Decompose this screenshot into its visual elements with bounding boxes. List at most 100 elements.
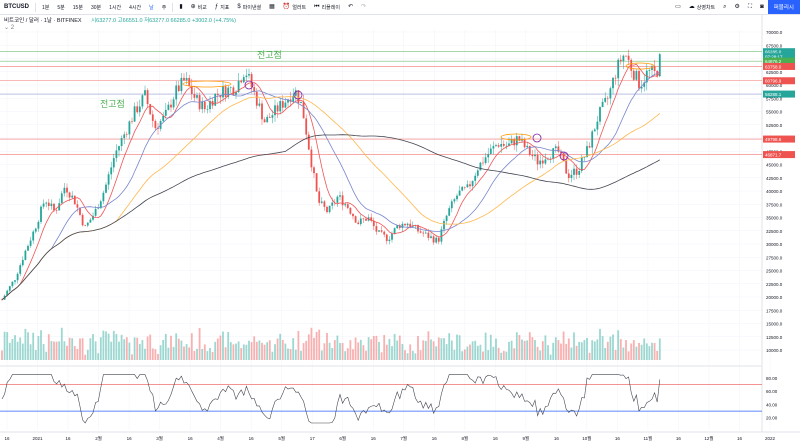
candle-body [63,187,66,194]
candle-body [281,101,284,108]
layout-select-button[interactable]: ▭ [671,4,685,10]
volume-bar [450,340,453,360]
compare-button[interactable]: ⊕ 비교 [187,4,211,11]
volume-bar [242,344,245,360]
candle-body [388,239,391,242]
interval-day[interactable]: 날 [149,4,154,11]
candle-body [284,102,287,108]
volume-bar [367,337,370,360]
volume-bar [250,342,253,360]
undo-button[interactable]: ↶ [344,4,357,10]
candle-body [50,203,53,207]
candles[interactable] [1,49,661,301]
interval-30m[interactable]: 30분 [90,4,102,11]
candle-body [219,95,222,98]
indicator-legend-toggle[interactable]: ⌄ 2 [4,24,14,31]
candle-body [357,222,360,225]
volume-bar [219,335,222,360]
save-button[interactable]: ☁ 상영차트 [685,4,719,11]
candle-body [149,104,152,115]
fullscreen-button[interactable]: ⛶ [744,4,756,10]
volume-bar [414,353,417,360]
price-label-text: 60796.9 [765,79,782,84]
volume-bar [435,346,438,360]
interval-5m[interactable]: 5분 [57,4,65,11]
replay-label: 리플레이 [321,4,340,11]
candle-style-button[interactable]: ▮ [175,4,186,10]
volume-bar [34,350,37,360]
symbol-search[interactable]: BTCUSD [4,4,29,10]
interval-1h[interactable]: 1시간 [109,4,122,11]
rsi-line [1,374,661,424]
candle-body [448,208,451,216]
interval-4h[interactable]: 4시간 [129,4,142,11]
rsi-pane [0,374,762,424]
volume-bar [53,341,55,360]
candle-body [175,85,178,100]
candle-body [495,145,497,147]
rsi-tick-label: 60.00 [766,389,778,394]
candle-body [450,201,453,209]
candle-body [302,101,305,119]
candle-body [255,91,258,106]
publish-button[interactable]: 퍼블리시 [767,0,800,14]
candle-body [315,173,318,192]
candle-body [151,114,154,121]
volume-bar [557,340,560,360]
candle-body [427,232,430,238]
volume-bar [461,351,464,360]
candle-body [300,101,302,104]
price-tick-label: 62500.0 [766,70,783,75]
replay-button[interactable]: ⏮ 리플레이 [310,4,344,11]
candle-body [362,218,365,220]
ma-line-fast [1,63,661,301]
candle-body [443,220,445,230]
volume-bar [339,342,341,360]
financials-button[interactable]: $ 파이낸셜 [233,4,265,11]
candle-body [235,92,237,95]
ma-line-long [1,134,661,301]
volume-bar [94,341,97,360]
volume-bar [313,337,315,360]
candle-body [86,222,89,226]
layout-button[interactable]: ▦ [265,4,279,10]
candle-body [422,232,425,234]
candle-body [437,237,440,242]
price-label-text: 58288.1 [765,92,782,97]
candle-body [203,101,206,110]
settings-button[interactable]: ⚙ [731,4,744,10]
volume-bar [396,340,399,360]
candle-body [552,148,555,159]
interval-week[interactable]: 주 [161,4,167,11]
search-button[interactable]: ⌕ [719,4,730,10]
indicators-button[interactable]: ƒ 지표 [211,4,234,11]
volume-bar [3,331,6,360]
volume-bar [331,348,334,360]
interval-1m[interactable]: 1분 [42,4,50,11]
volume-bar [653,343,656,360]
volume-bar [245,344,248,360]
save-label: 상영차트 [696,4,716,11]
volume-bar [276,338,279,360]
redo-button[interactable]: ↷ [357,4,370,10]
volume-bar [378,341,380,360]
candle-body [32,231,35,241]
compare-label: 비교 [197,4,207,11]
candle-body [27,245,29,251]
volume-bar [50,341,53,360]
candle-body [196,95,198,98]
price-tick-label: 52500.0 [766,123,783,128]
candle-body [505,145,508,147]
candle-body [211,101,214,106]
candle-body [609,88,612,99]
price-tick-label: 27500.0 [766,255,783,260]
alert-button[interactable]: ⏰ 얼러트 [279,4,310,11]
interval-15m[interactable]: 15분 [72,4,83,11]
candle-body [216,93,219,96]
snapshot-button[interactable]: ◙ [756,4,768,10]
candle-body [622,55,625,62]
candle-body [411,225,414,227]
candle-body [45,202,48,204]
volume-bar [406,353,409,360]
